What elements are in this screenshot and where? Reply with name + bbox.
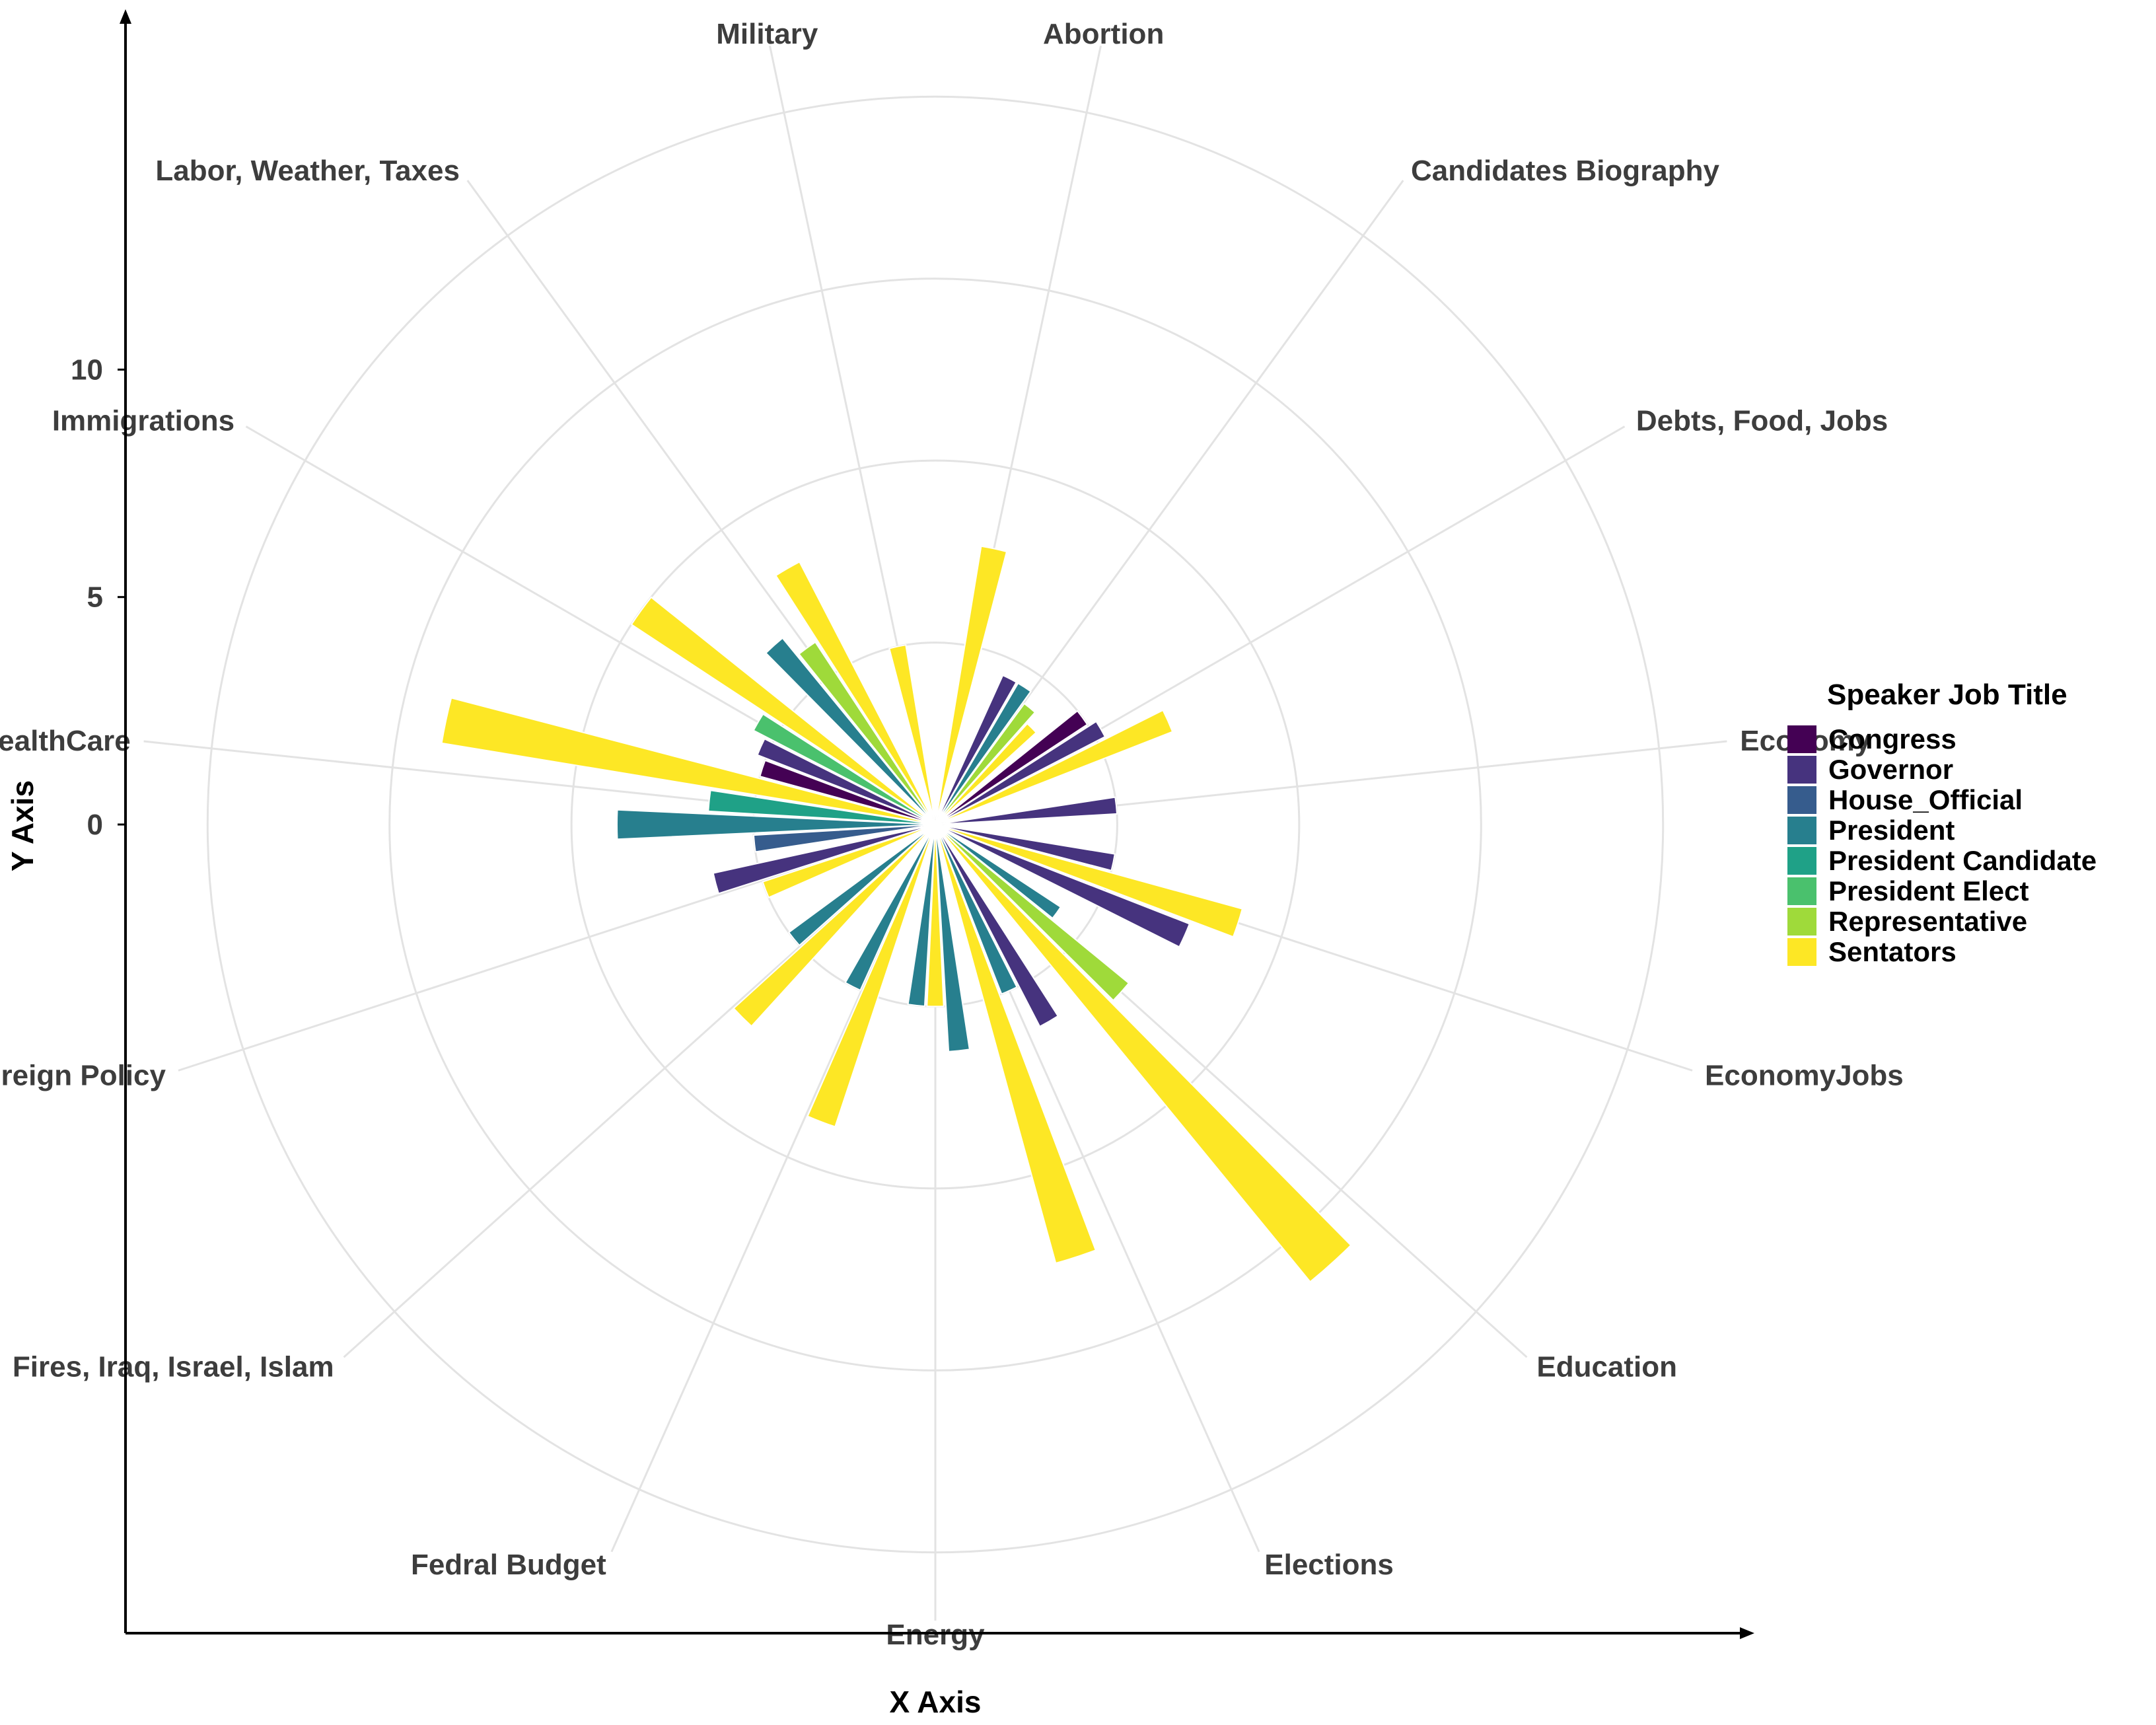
category-label: HealthCare bbox=[0, 725, 131, 757]
legend-swatch bbox=[1787, 938, 1816, 966]
bar-house-official bbox=[752, 824, 936, 853]
bar-governor bbox=[935, 824, 1116, 871]
bar-representative bbox=[935, 824, 1130, 1002]
bar-president bbox=[935, 824, 970, 1052]
legend-label: Representative bbox=[1828, 906, 2027, 937]
bar-president bbox=[935, 824, 1062, 920]
y-axis: 0 5 10 Y Axis bbox=[5, 9, 131, 1633]
bar-governor bbox=[712, 824, 936, 895]
x-axis: X Axis bbox=[126, 1627, 1754, 1719]
category-label: EconomyJobs bbox=[1705, 1060, 1904, 1092]
legend-swatch bbox=[1787, 725, 1816, 753]
bar-congress bbox=[935, 710, 1089, 825]
category-label: Debts, Food, Jobs bbox=[1636, 405, 1888, 437]
x-axis-arrow bbox=[1740, 1627, 1754, 1639]
legend: Speaker Job Title CongressGovernorHouse_… bbox=[1787, 679, 2097, 967]
category-label: Fedral Budget bbox=[411, 1549, 606, 1581]
legend-swatch bbox=[1787, 847, 1816, 875]
category-labels: Abortion Candidates Biography Debts, Food,… bbox=[0, 18, 1904, 1651]
bar-president bbox=[935, 682, 1032, 825]
bar-sentators bbox=[935, 824, 1352, 1283]
bar-representative bbox=[935, 702, 1036, 825]
bar-sentators bbox=[935, 824, 1244, 938]
legend-label: Congress bbox=[1828, 723, 1957, 754]
category-label: Candidates Biography bbox=[1411, 155, 1719, 187]
legend-swatch bbox=[1787, 786, 1816, 814]
bar-president bbox=[844, 824, 936, 992]
bar-sentators bbox=[926, 824, 945, 1008]
grid-spoke bbox=[343, 823, 937, 1358]
bar-president-elect bbox=[752, 713, 936, 825]
grid-spoke bbox=[178, 823, 936, 1072]
bar-sentators bbox=[762, 824, 936, 899]
category-label: Education bbox=[1536, 1351, 1677, 1383]
bar-sentators bbox=[888, 644, 936, 825]
bar-president bbox=[787, 824, 936, 947]
bar-governor bbox=[935, 796, 1118, 825]
legend-swatch bbox=[1787, 756, 1816, 784]
category-label: Energy bbox=[886, 1619, 985, 1651]
x-axis-title: X Axis bbox=[890, 1685, 982, 1719]
bar-governor bbox=[935, 824, 1191, 948]
y-axis-title: Y Axis bbox=[5, 780, 40, 871]
bar-congress bbox=[759, 759, 936, 825]
bar-president bbox=[765, 637, 936, 825]
legend-label: President Elect bbox=[1828, 875, 2029, 906]
legend-swatch bbox=[1787, 817, 1816, 844]
bar-president bbox=[907, 824, 936, 1008]
legend-label: President Candidate bbox=[1828, 845, 2097, 876]
y-tick-label: 10 bbox=[71, 353, 103, 386]
category-label: Elections bbox=[1264, 1549, 1394, 1581]
bar-sentators bbox=[807, 824, 936, 1128]
bar-sentators bbox=[935, 709, 1174, 825]
bar-president-candidate bbox=[707, 789, 936, 825]
bar-governor bbox=[935, 824, 1060, 1028]
polar-bars bbox=[441, 545, 1352, 1283]
y-axis-arrow bbox=[120, 9, 131, 24]
legend-label: Sentators bbox=[1828, 936, 1957, 967]
bar-sentators bbox=[935, 824, 1097, 1265]
legend-swatch bbox=[1787, 877, 1816, 905]
y-tick-label: 0 bbox=[87, 809, 103, 841]
bar-sentators bbox=[441, 697, 936, 825]
category-label: Foreign Policy bbox=[0, 1060, 166, 1092]
bar-sentators bbox=[935, 545, 1008, 825]
bar-president bbox=[935, 824, 1018, 995]
legend-label: Governor bbox=[1828, 754, 1953, 785]
legend-title: Speaker Job Title bbox=[1827, 679, 2067, 711]
bar-governor bbox=[935, 720, 1106, 825]
category-label: Labor, Weather, Taxes bbox=[155, 155, 460, 187]
bar-president bbox=[616, 809, 936, 840]
category-label: Fires, Iraq, Israel, Islam bbox=[13, 1351, 334, 1383]
grid-spoke bbox=[610, 824, 937, 1553]
bar-sentators bbox=[630, 596, 936, 825]
legend-label: President bbox=[1828, 815, 1955, 846]
y-tick-label: 5 bbox=[87, 581, 103, 614]
legend-swatch bbox=[1787, 908, 1816, 936]
bar-governor bbox=[756, 737, 936, 825]
bar-representative bbox=[798, 641, 936, 825]
bar-sentators bbox=[733, 824, 936, 1027]
grid-spoke bbox=[934, 180, 1404, 825]
category-label: Abortion bbox=[1043, 18, 1164, 50]
bar-sentators bbox=[775, 561, 936, 825]
category-label: Immigrations bbox=[52, 405, 234, 437]
bar-sentators bbox=[935, 722, 1038, 825]
legend-label: House_Official bbox=[1828, 784, 2023, 815]
bar-governor bbox=[935, 674, 1017, 825]
category-label: Military bbox=[716, 18, 818, 50]
